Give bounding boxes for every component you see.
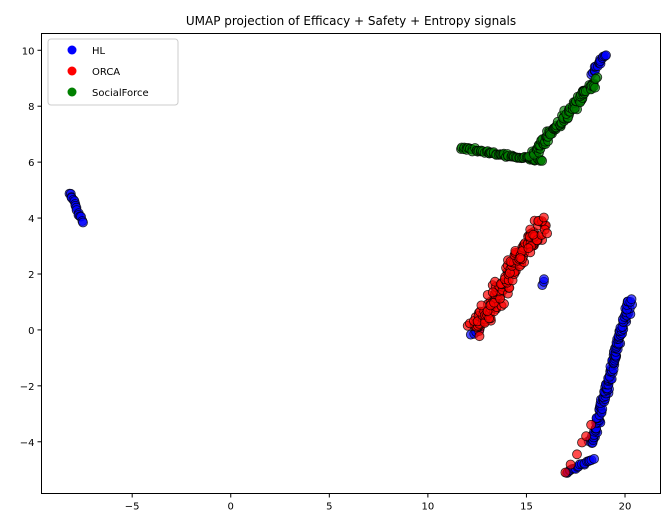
series-socialforce [456,72,603,166]
y-tick-label: 0 [28,326,34,337]
scatter-point [474,331,485,342]
legend-marker [67,87,77,97]
scatter-point [560,467,571,478]
x-tick-label: −5 [125,502,140,513]
x-tick-label: 5 [326,502,332,513]
y-tick-label: −2 [20,382,35,393]
scatter-point [565,459,576,470]
points-layer [64,50,637,478]
legend-marker [67,66,77,76]
legend: HL ORCA SocialForce [47,38,179,106]
plot-frame [41,33,661,494]
y-tick-label: 4 [28,214,34,225]
y-tick-label: −4 [20,438,35,449]
series-hl [64,50,637,478]
axes-layer: −5 0 5 10 15 20 −4 −2 0 2 4 6 8 10 [20,46,632,512]
chart-title: UMAP projection of Efficacy + Safety + E… [186,14,516,28]
legend-label: SocialForce [92,88,149,99]
scatter-point [586,419,596,430]
y-tick-label: 8 [28,102,34,113]
x-tick-label: 20 [619,502,632,513]
scatter-point [528,229,539,240]
scatter-point [515,253,526,264]
y-tick-label: 10 [22,46,35,57]
scatter-point [590,73,601,84]
x-tick-label: 15 [520,502,533,513]
scatter-point [523,243,534,254]
scatter-point [581,431,591,442]
legend-marker [67,45,77,55]
legend-label: ORCA [92,67,120,78]
scatter-point [626,294,637,305]
scatter-point [589,453,599,464]
x-tick-label: 0 [228,502,234,513]
scatter-point [539,274,549,285]
scatter-point [590,82,600,93]
scatter-point [487,287,498,298]
series-orca [462,212,596,478]
scatter-point [542,228,552,239]
legend-label: HL [92,46,106,57]
x-tick-label: 10 [422,502,435,513]
scatter-point [539,212,549,223]
scatter-point [572,449,582,460]
scatter-point [537,155,547,166]
y-tick-label: 2 [28,270,34,281]
scatter-point [78,217,88,228]
scatter-point [601,50,611,61]
y-tick-label: 6 [28,158,34,169]
legend-box [47,38,179,106]
